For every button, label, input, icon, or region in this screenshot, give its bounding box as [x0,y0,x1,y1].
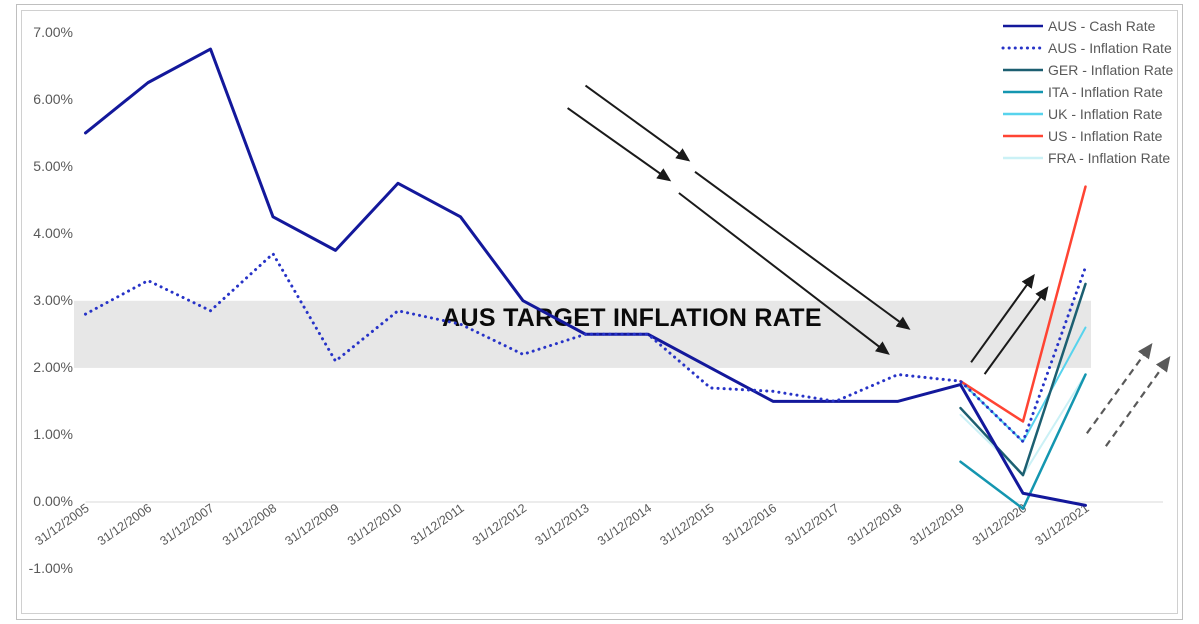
svg-text:6.00%: 6.00% [33,91,73,107]
svg-text:AUS - Inflation Rate: AUS - Inflation Rate [1048,40,1172,56]
svg-text:ITA - Inflation Rate: ITA - Inflation Rate [1048,84,1163,100]
svg-text:US - Inflation Rate: US - Inflation Rate [1048,128,1163,144]
svg-text:2.00%: 2.00% [33,359,73,375]
svg-text:-1.00%: -1.00% [29,560,73,576]
svg-text:7.00%: 7.00% [33,24,73,40]
svg-text:AUS - Cash Rate: AUS - Cash Rate [1048,18,1156,34]
svg-text:1.00%: 1.00% [33,426,73,442]
svg-text:5.00%: 5.00% [33,158,73,174]
svg-text:3.00%: 3.00% [33,292,73,308]
svg-text:GER - Inflation Rate: GER - Inflation Rate [1048,62,1173,78]
svg-text:AUS TARGET INFLATION RATE: AUS TARGET INFLATION RATE [442,304,822,332]
svg-text:4.00%: 4.00% [33,225,73,241]
svg-text:UK - Inflation Rate: UK - Inflation Rate [1048,106,1163,122]
svg-text:0.00%: 0.00% [33,493,73,509]
svg-text:FRA - Inflation Rate: FRA - Inflation Rate [1048,150,1170,166]
